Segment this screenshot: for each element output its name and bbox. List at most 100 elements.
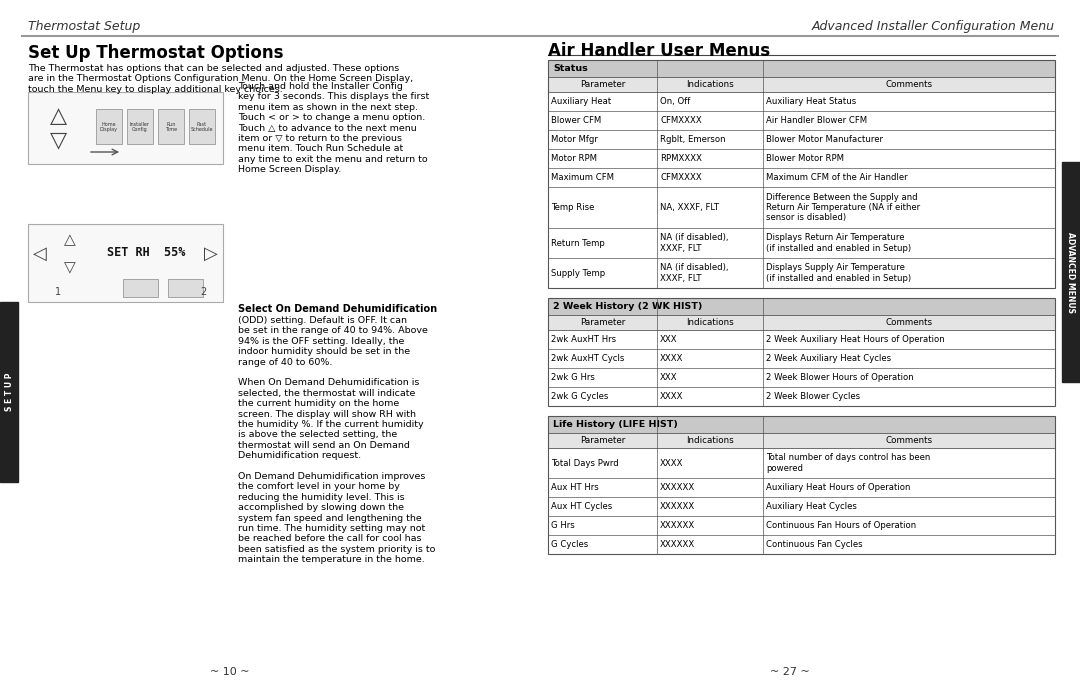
Bar: [1062, 162, 1080, 382]
Bar: [28, 224, 222, 302]
Text: Indications: Indications: [687, 80, 734, 89]
Text: Aux HT Cycles: Aux HT Cycles: [551, 502, 612, 511]
Bar: [123, 279, 158, 297]
Text: Comments: Comments: [886, 318, 933, 327]
Text: RPMXXXX: RPMXXXX: [660, 154, 702, 163]
Text: G Cycles: G Cycles: [551, 540, 589, 549]
Bar: [548, 315, 1055, 330]
Text: ADVANCED MENUS: ADVANCED MENUS: [1067, 232, 1076, 313]
Text: G Hrs: G Hrs: [551, 521, 575, 530]
Text: NA, XXXF, FLT: NA, XXXF, FLT: [660, 203, 719, 212]
Bar: [548, 387, 1055, 406]
Bar: [548, 130, 1055, 149]
Bar: [548, 497, 1055, 516]
Text: Select On Demand Dehumidification: Select On Demand Dehumidification: [238, 304, 437, 314]
Text: On, Off: On, Off: [660, 97, 690, 106]
Bar: [168, 279, 203, 297]
Text: Home
Display: Home Display: [100, 122, 118, 132]
Text: Run
Time: Run Time: [165, 122, 177, 132]
Bar: [548, 228, 1055, 258]
Bar: [96, 109, 122, 144]
Text: S E T U P: S E T U P: [4, 373, 13, 411]
Text: SET RH  55%: SET RH 55%: [107, 246, 185, 259]
Text: XXXX: XXXX: [660, 354, 684, 363]
Text: XXX: XXX: [660, 335, 677, 344]
Text: Status: Status: [553, 64, 588, 73]
Text: Auxiliary Heat Hours of Operation: Auxiliary Heat Hours of Operation: [767, 483, 910, 492]
Text: Auxiliary Heat Cycles: Auxiliary Heat Cycles: [767, 502, 858, 511]
Text: Continuous Fan Hours of Operation: Continuous Fan Hours of Operation: [767, 521, 917, 530]
Text: Blower CFM: Blower CFM: [551, 116, 602, 125]
Text: Difference Between the Supply and
Return Air Temperature (NA if either
sensor is: Difference Between the Supply and Return…: [767, 192, 920, 222]
Text: Supply Temp: Supply Temp: [551, 268, 605, 277]
Text: Indications: Indications: [687, 318, 734, 327]
Bar: [158, 109, 184, 144]
Text: Displays Supply Air Temperature
(if installed and enabled in Setup): Displays Supply Air Temperature (if inst…: [767, 263, 912, 283]
Text: 2wk AuxHT Hrs: 2wk AuxHT Hrs: [551, 335, 616, 344]
Text: 2 Week Auxiliary Heat Cycles: 2 Week Auxiliary Heat Cycles: [767, 354, 892, 363]
Bar: [548, 92, 1055, 111]
Text: Air Handler User Menus: Air Handler User Menus: [548, 42, 770, 60]
Text: XXXXXX: XXXXXX: [660, 502, 696, 511]
Text: Thermostat Setup: Thermostat Setup: [28, 20, 140, 33]
Text: ~ 27 ~: ~ 27 ~: [770, 667, 810, 677]
Text: 2wk AuxHT Cycls: 2wk AuxHT Cycls: [551, 354, 624, 363]
Text: Touch and hold the Installer Config
key for 3 seconds. This displays the first
m: Touch and hold the Installer Config key …: [238, 82, 429, 174]
Text: Rgblt, Emerson: Rgblt, Emerson: [660, 135, 726, 144]
Bar: [548, 298, 1055, 315]
Text: 2 Week Blower Cycles: 2 Week Blower Cycles: [767, 392, 861, 401]
Text: XXXX: XXXX: [660, 459, 684, 468]
Text: △: △: [64, 233, 76, 248]
Text: Maximum CFM of the Air Handler: Maximum CFM of the Air Handler: [767, 173, 908, 182]
Bar: [548, 478, 1055, 497]
Text: △: △: [50, 106, 67, 126]
Text: Parameter: Parameter: [580, 80, 625, 89]
Text: Indications: Indications: [687, 436, 734, 445]
Text: Set Up Thermostat Options: Set Up Thermostat Options: [28, 44, 283, 62]
Text: Blower Motor Manufacturer: Blower Motor Manufacturer: [767, 135, 883, 144]
Text: 2 Week History (2 WK HIST): 2 Week History (2 WK HIST): [553, 302, 702, 311]
Bar: [548, 77, 1055, 92]
Text: Return Temp: Return Temp: [551, 239, 605, 248]
Text: ◁: ◁: [33, 245, 46, 263]
Text: NA (if disabled),
XXXF, FLT: NA (if disabled), XXXF, FLT: [660, 263, 729, 283]
Text: 2wk G Hrs: 2wk G Hrs: [551, 373, 595, 382]
Text: ▷: ▷: [204, 245, 218, 263]
Text: Air Handler Blower CFM: Air Handler Blower CFM: [767, 116, 867, 125]
Text: Comments: Comments: [886, 80, 933, 89]
Bar: [548, 60, 1055, 77]
Text: Life History (LIFE HIST): Life History (LIFE HIST): [553, 420, 678, 429]
Text: The Thermostat has options that can be selected and adjusted. These options
are : The Thermostat has options that can be s…: [28, 64, 414, 94]
Bar: [0, 302, 18, 482]
Bar: [127, 109, 153, 144]
Bar: [548, 258, 1055, 288]
Bar: [548, 516, 1055, 535]
Text: (ODD) setting. Default is OFF. It can
be set in the range of 40 to 94%. Above
94: (ODD) setting. Default is OFF. It can be…: [238, 316, 435, 564]
Text: Past
Schedule: Past Schedule: [191, 122, 213, 132]
Text: XXXXXX: XXXXXX: [660, 521, 696, 530]
Text: Motor RPM: Motor RPM: [551, 154, 597, 163]
Bar: [548, 433, 1055, 448]
Bar: [548, 535, 1055, 554]
Text: XXXX: XXXX: [660, 392, 684, 401]
Text: Parameter: Parameter: [580, 318, 625, 327]
Text: CFMXXXX: CFMXXXX: [660, 173, 702, 182]
Text: 2 Week Auxiliary Heat Hours of Operation: 2 Week Auxiliary Heat Hours of Operation: [767, 335, 945, 344]
Bar: [28, 92, 222, 164]
Text: Auxiliary Heat Status: Auxiliary Heat Status: [767, 97, 856, 106]
Text: 2: 2: [200, 287, 206, 297]
Bar: [548, 416, 1055, 554]
Bar: [548, 448, 1055, 478]
Bar: [548, 60, 1055, 288]
Text: XXXXXX: XXXXXX: [660, 483, 696, 492]
Bar: [548, 298, 1055, 406]
Text: 2 Week Blower Hours of Operation: 2 Week Blower Hours of Operation: [767, 373, 914, 382]
Text: Comments: Comments: [886, 436, 933, 445]
Text: 2wk G Cycles: 2wk G Cycles: [551, 392, 608, 401]
Text: XXXXXX: XXXXXX: [660, 540, 696, 549]
Bar: [548, 187, 1055, 228]
Bar: [548, 111, 1055, 130]
Text: Continuous Fan Cycles: Continuous Fan Cycles: [767, 540, 863, 549]
Text: Parameter: Parameter: [580, 436, 625, 445]
Text: Advanced Installer Configuration Menu: Advanced Installer Configuration Menu: [812, 20, 1055, 33]
